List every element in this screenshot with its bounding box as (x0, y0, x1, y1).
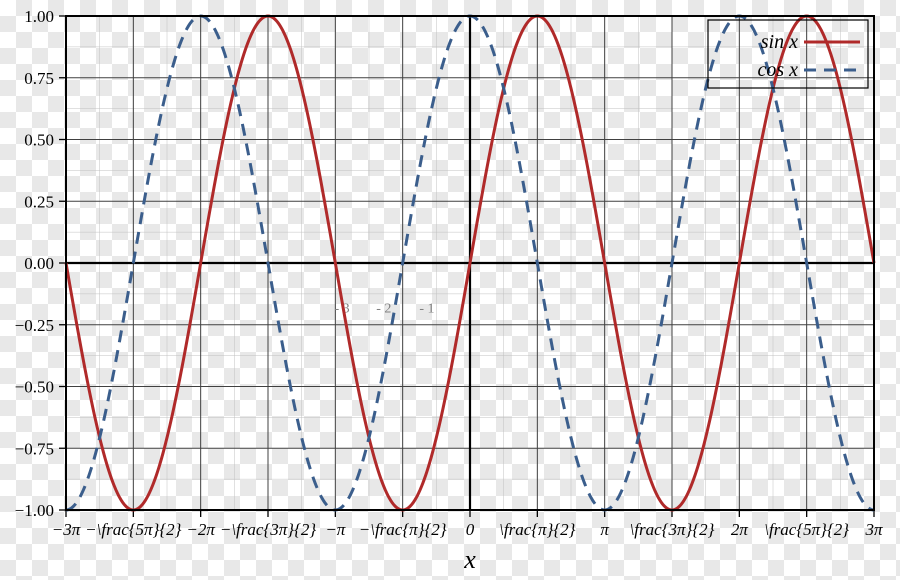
x-tick-label: \frac{π}{2} (499, 520, 576, 539)
svg-text:π: π (600, 520, 609, 539)
y-tick-label: 0.25 (24, 192, 54, 211)
svg-text:0: 0 (466, 520, 475, 539)
legend-label-cos: cos x (757, 59, 798, 81)
svg-text:3π: 3π (864, 520, 883, 539)
x-tick-label: −\frac{π}{2} (359, 520, 447, 539)
legend-label-sin: sin x (761, 31, 798, 53)
svg-text:−\frac{π}{2}: −\frac{π}{2} (359, 520, 447, 539)
x-tick-label: −\frac{3π}{2} (220, 520, 316, 539)
y-tick-label: −1.00 (15, 501, 54, 520)
y-tick-label: 0.00 (24, 254, 54, 273)
x-tick-label: 3π (864, 520, 883, 539)
x-axis-label: x (463, 545, 476, 574)
y-tick-label: 0.75 (24, 69, 54, 88)
x-tick-label: −2π (186, 520, 215, 539)
x-tick-label: −π (325, 520, 345, 539)
svg-text:−π: −π (325, 520, 345, 539)
x-tick-label: −\frac{5π}{2} (85, 520, 181, 539)
x-tick-label: \frac{3π}{2} (630, 520, 715, 539)
inner-minor-label: - 1 (419, 301, 434, 316)
inner-minor-label: - 2 (376, 301, 391, 316)
y-tick-label: −0.25 (15, 316, 54, 335)
svg-text:−2π: −2π (186, 520, 215, 539)
svg-text:\frac{3π}{2}: \frac{3π}{2} (630, 520, 715, 539)
svg-text:\frac{5π}{2}: \frac{5π}{2} (764, 520, 849, 539)
svg-text:−\frac{5π}{2}: −\frac{5π}{2} (85, 520, 181, 539)
x-tick-label: 0 (466, 520, 475, 539)
x-tick-label: \frac{5π}{2} (764, 520, 849, 539)
y-tick-label: −0.50 (15, 378, 54, 397)
x-tick-label: 2π (731, 520, 749, 539)
y-tick-label: 1.00 (24, 7, 54, 26)
trig-chart: - 3- 2- 11.000.750.500.250.00−0.25−0.50−… (0, 0, 900, 580)
svg-text:2π: 2π (731, 520, 749, 539)
y-tick-label: 0.50 (24, 131, 54, 150)
x-tick-label: −3π (52, 520, 81, 539)
y-tick-label: −0.75 (15, 439, 54, 458)
svg-text:−\frac{3π}{2}: −\frac{3π}{2} (220, 520, 316, 539)
legend: sin x cos x (708, 20, 868, 88)
x-tick-label: π (600, 520, 609, 539)
svg-text:\frac{π}{2}: \frac{π}{2} (499, 520, 576, 539)
svg-text:−3π: −3π (52, 520, 81, 539)
